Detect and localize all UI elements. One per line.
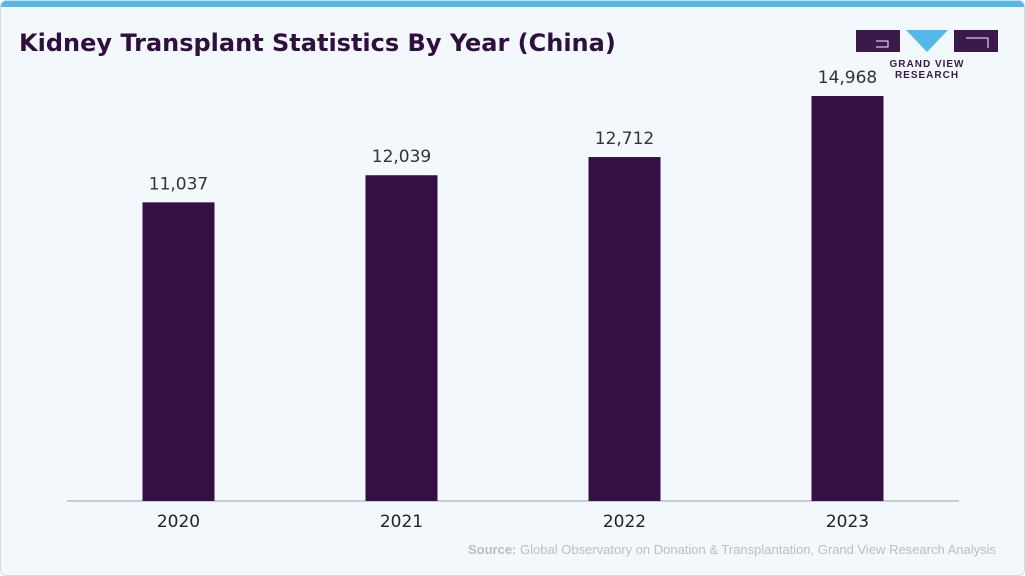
x-tick-label-2023: 2023	[826, 512, 869, 532]
x-tick-label-2021: 2021	[380, 512, 423, 532]
data-label-2022: 12,712	[595, 129, 654, 149]
brand-name: GRAND VIEW RESEARCH	[889, 59, 965, 81]
data-label-2020: 11,037	[149, 174, 208, 194]
data-label-2021: 12,039	[372, 147, 431, 167]
source-text: Global Observatory on Donation & Transpl…	[520, 542, 996, 557]
source-label: Source:	[468, 542, 517, 557]
chart-title: Kidney Transplant Statistics By Year (Ch…	[19, 29, 616, 57]
bar-2023	[811, 95, 884, 502]
brand-logo-icon	[856, 30, 998, 52]
bar-2021	[365, 175, 438, 501]
x-tick-label-2020: 2020	[157, 512, 200, 532]
data-label-2023: 14,968	[818, 68, 877, 88]
bar-2022	[588, 157, 661, 501]
accent-strip	[1, 1, 1024, 7]
bar-2020	[142, 202, 215, 502]
source-note: Source: Global Observatory on Donation &…	[468, 542, 996, 557]
x-tick-label-2022: 2022	[603, 512, 646, 532]
